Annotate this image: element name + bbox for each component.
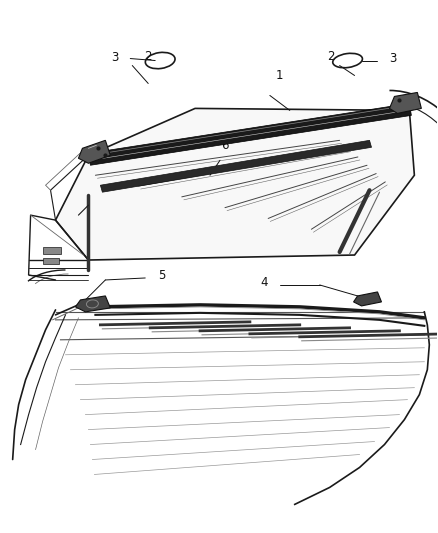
Text: 3: 3 <box>389 52 397 65</box>
Polygon shape <box>88 103 411 165</box>
Polygon shape <box>78 140 110 163</box>
Text: 4: 4 <box>260 277 268 289</box>
Polygon shape <box>56 108 414 260</box>
Polygon shape <box>389 92 421 114</box>
Text: 5: 5 <box>158 270 166 282</box>
Text: 2: 2 <box>145 50 152 62</box>
Polygon shape <box>42 247 60 254</box>
Text: 3: 3 <box>111 51 118 64</box>
Text: 2: 2 <box>327 50 335 62</box>
Polygon shape <box>100 140 371 192</box>
Text: 1: 1 <box>276 69 283 83</box>
Polygon shape <box>42 258 59 264</box>
Text: 6: 6 <box>221 139 229 152</box>
Polygon shape <box>75 296 110 312</box>
Polygon shape <box>353 292 381 306</box>
